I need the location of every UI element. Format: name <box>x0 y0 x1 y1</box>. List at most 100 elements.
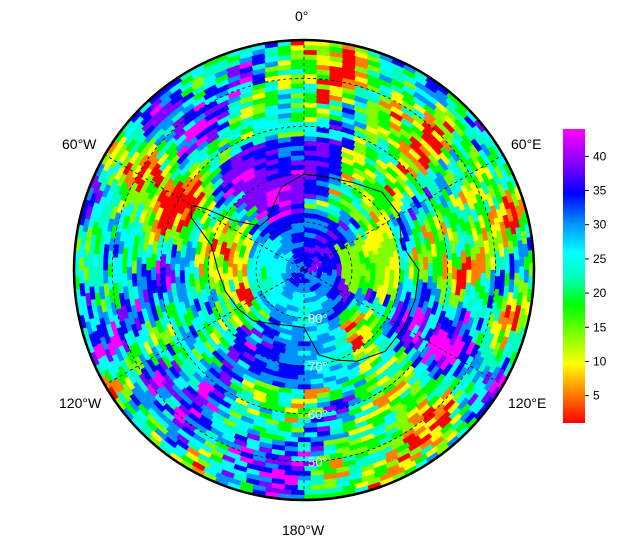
field-cell <box>327 263 333 277</box>
field-cell <box>303 422 318 429</box>
field-cell <box>451 266 458 281</box>
meridian-line <box>303 154 504 271</box>
latitude-label: 50° <box>308 455 328 470</box>
field-cell <box>303 49 318 56</box>
field-cell <box>480 259 487 274</box>
field-cell <box>290 456 305 462</box>
meridian-line <box>104 269 305 386</box>
field-cell <box>290 78 305 84</box>
field-cell <box>135 269 142 284</box>
field-cell <box>303 78 318 84</box>
field-cell <box>112 269 118 284</box>
field-cell <box>102 256 109 271</box>
meridian-line <box>104 154 305 271</box>
field-cell <box>198 263 204 277</box>
field-cell <box>107 263 113 277</box>
field-cell <box>290 116 305 123</box>
field-cell <box>523 256 530 271</box>
field-cell <box>188 259 195 274</box>
colorbar-tick-label: 10 <box>593 354 607 368</box>
field-cell <box>303 106 318 113</box>
field-cell <box>499 256 506 271</box>
field-cell <box>164 263 171 277</box>
field-cell <box>303 111 318 118</box>
field-cell <box>241 263 248 277</box>
field-cell <box>290 92 305 99</box>
latitude-circle <box>207 173 401 367</box>
field-cell <box>303 87 318 94</box>
antarctica-coastline <box>190 173 420 362</box>
data-field <box>74 40 534 500</box>
field-cell <box>290 44 305 51</box>
field-cell <box>290 121 305 128</box>
field-cell <box>394 263 400 277</box>
field-cell <box>370 263 376 277</box>
field-cell <box>303 116 318 123</box>
field-cell <box>523 269 530 284</box>
field-cell <box>303 44 318 51</box>
field-cell <box>466 269 473 284</box>
latitude-labels: 80° 70° 60° 50° <box>308 311 328 470</box>
field-cell <box>290 63 305 70</box>
latitude-circle <box>255 221 353 319</box>
field-cell <box>303 82 318 89</box>
field-cell <box>499 269 506 284</box>
field-cell <box>303 73 318 80</box>
field-cell <box>290 101 305 108</box>
latitude-label: 60° <box>308 407 328 422</box>
field-cell <box>303 125 318 132</box>
colorbar <box>563 129 585 423</box>
field-cell <box>336 262 343 278</box>
field-cell <box>490 269 496 284</box>
field-cell <box>102 269 109 284</box>
colorbar-tick-label: 20 <box>593 286 607 300</box>
field-cell <box>475 266 482 281</box>
map-boundary <box>72 38 536 502</box>
field-cell <box>447 259 453 274</box>
colorbar-tick-label: 15 <box>593 320 607 334</box>
field-cell <box>275 263 281 277</box>
field-cell <box>442 266 449 281</box>
field-cell <box>461 263 468 277</box>
field-cell <box>290 54 305 60</box>
field-cell <box>135 256 142 271</box>
colorbar-ticks: 40 35 30 25 20 15 10 5 <box>585 149 607 403</box>
field-cell <box>174 263 180 277</box>
colorbar-tick-label: 30 <box>593 218 607 232</box>
field-cell <box>265 262 272 278</box>
field-cell <box>112 256 118 271</box>
lon-label-120w: 120°W <box>59 395 102 411</box>
field-cell <box>360 263 367 277</box>
colorbar-tick-label: 35 <box>593 184 607 198</box>
field-cell <box>303 97 318 104</box>
field-cell <box>290 58 305 65</box>
field-cell <box>183 266 190 281</box>
field-cell <box>83 266 89 281</box>
field-cell <box>88 259 94 274</box>
field-cell <box>92 266 99 281</box>
latitude-circle <box>111 77 497 463</box>
field-cell <box>290 87 305 94</box>
field-cell <box>504 259 511 274</box>
field-cell <box>303 101 318 108</box>
field-cell <box>418 266 425 281</box>
lon-label-60e: 60°E <box>511 136 542 152</box>
field-cell <box>126 266 133 281</box>
field-cell <box>303 68 318 75</box>
latitude-label: 70° <box>308 359 328 374</box>
field-cell <box>116 266 123 281</box>
field-cell <box>408 266 415 281</box>
graticule <box>104 40 504 500</box>
field-cell <box>290 68 305 75</box>
field-cell <box>290 489 305 496</box>
field-cell <box>83 253 90 268</box>
field-cell <box>471 259 477 274</box>
field-cell <box>428 263 434 277</box>
field-cell <box>290 82 305 89</box>
lon-label-180w: 180°W <box>282 522 325 538</box>
field-cell <box>495 263 501 277</box>
field-cell <box>466 256 473 271</box>
colorbar-tick-label: 25 <box>593 252 607 266</box>
